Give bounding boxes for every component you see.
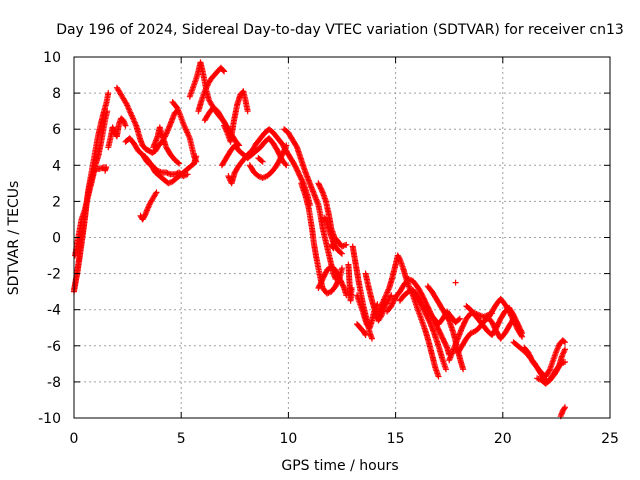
data-point — [546, 367, 553, 374]
data-point — [339, 265, 345, 272]
data-point — [293, 143, 300, 149]
data-point — [339, 250, 345, 257]
data-point — [518, 332, 525, 339]
data-point — [283, 142, 290, 149]
y-tick-label: 2 — [52, 194, 61, 210]
y-tick-label: -2 — [47, 267, 61, 283]
data-point — [562, 346, 568, 353]
data-point — [362, 332, 369, 338]
x-tick-label: 15 — [387, 431, 405, 447]
x-tick-label: 25 — [601, 431, 619, 447]
y-tick-label: 8 — [52, 86, 61, 102]
data-point — [330, 245, 337, 252]
axis-ticks: 0 5 10 15 20 25 -10 -8 -6 -4 -2 0 2 4 6 8 10 — [38, 50, 619, 447]
data-point — [220, 67, 227, 74]
data-point — [176, 160, 183, 167]
y-tick-label: 6 — [52, 122, 61, 138]
data-point — [184, 171, 191, 178]
y-tick-label: 10 — [43, 50, 61, 66]
data-point — [283, 162, 290, 169]
y-tick-label: 4 — [52, 158, 61, 174]
data-point — [152, 190, 159, 197]
data-marks — [71, 59, 568, 420]
chart-title: Day 196 of 2024, Sidereal Day-to-day VTE… — [56, 22, 624, 38]
data-point — [435, 373, 442, 380]
x-axis-label: GPS time / hours — [281, 458, 398, 474]
data-point — [387, 293, 394, 300]
x-tick-label: 5 — [177, 431, 186, 447]
data-point — [443, 366, 449, 373]
data-point — [122, 122, 129, 129]
x-tick-label: 10 — [279, 431, 297, 447]
y-axis-label: SDTVAR / TECUs — [6, 181, 22, 296]
data-point — [560, 338, 567, 345]
y-tick-label: -8 — [47, 375, 61, 391]
data-point — [562, 339, 568, 346]
data-point — [244, 108, 251, 115]
data-point — [388, 292, 395, 299]
data-point — [348, 285, 355, 291]
data-point — [329, 244, 336, 251]
data-point — [519, 333, 526, 340]
data-point — [562, 404, 568, 411]
data-point — [103, 164, 110, 171]
data-point — [175, 159, 181, 166]
y-tick-label: -6 — [47, 339, 61, 355]
data-point — [105, 90, 112, 97]
data-point — [443, 343, 450, 350]
data-point — [153, 189, 160, 196]
data-point — [396, 255, 403, 261]
data-point — [452, 279, 459, 286]
data-point — [361, 330, 368, 337]
data-point — [104, 108, 111, 115]
data-point — [460, 366, 467, 373]
gridlines — [74, 57, 610, 418]
y-tick-label: -10 — [38, 411, 61, 427]
data-point — [561, 405, 568, 412]
data-point — [337, 249, 344, 256]
data-point — [221, 68, 228, 75]
data-point — [455, 316, 462, 323]
x-tick-label: 0 — [70, 431, 79, 447]
data-point — [258, 157, 265, 164]
y-tick-label: 0 — [52, 231, 61, 247]
data-point — [180, 120, 187, 127]
y-tick-label: -4 — [47, 303, 61, 319]
x-tick-label: 20 — [494, 431, 512, 447]
data-point — [343, 241, 350, 248]
data-point — [282, 161, 289, 168]
data-point — [193, 158, 200, 165]
data-point — [131, 118, 138, 125]
data-point — [456, 315, 463, 322]
data-point — [259, 158, 266, 165]
data-point — [369, 335, 375, 342]
